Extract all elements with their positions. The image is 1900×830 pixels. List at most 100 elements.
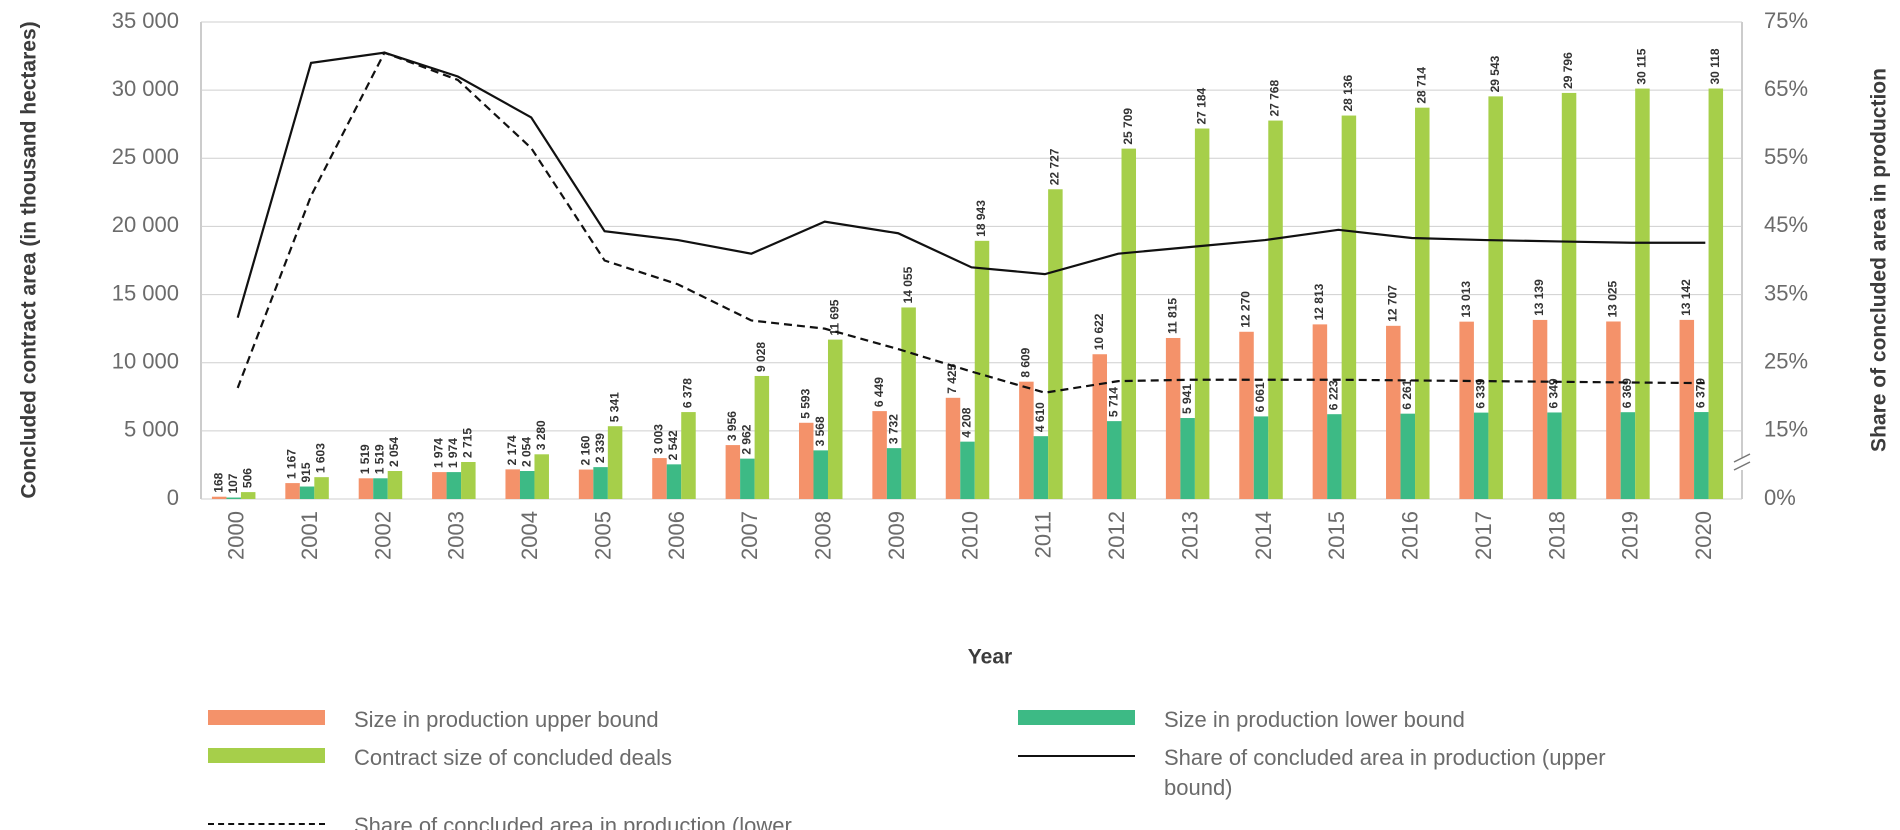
value-label: 10 622 bbox=[1092, 313, 1106, 350]
bar bbox=[1415, 107, 1430, 500]
value-label: 6 061 bbox=[1253, 382, 1267, 412]
value-label: 5 341 bbox=[607, 392, 621, 422]
value-label: 3 280 bbox=[534, 420, 548, 450]
value-label: 8 609 bbox=[1019, 347, 1033, 377]
value-label: 12 707 bbox=[1385, 285, 1399, 322]
x-tick-label: 2012 bbox=[1104, 511, 1129, 560]
bar bbox=[740, 458, 755, 499]
legend: Size in production upper bound Size in pr… bbox=[208, 705, 1718, 830]
legend-swatch bbox=[1018, 710, 1135, 725]
y-tick-label: 10 000 bbox=[112, 349, 179, 374]
x-tick-label: 2008 bbox=[811, 511, 836, 560]
bar bbox=[1488, 96, 1503, 499]
value-label: 2 160 bbox=[578, 435, 592, 465]
value-label: 11 695 bbox=[827, 299, 841, 335]
x-tick-label: 2000 bbox=[224, 511, 249, 560]
value-label: 1 519 bbox=[358, 444, 372, 474]
value-label: 3 003 bbox=[652, 424, 666, 454]
x-tick-label: 2017 bbox=[1471, 511, 1496, 560]
axis-break bbox=[1733, 453, 1751, 463]
y-axis-title: Concluded contract area (in thousand hec… bbox=[18, 21, 41, 498]
bar bbox=[813, 450, 828, 499]
bar bbox=[901, 307, 916, 499]
value-label: 6 449 bbox=[872, 377, 886, 407]
x-tick-label: 2011 bbox=[1031, 511, 1056, 558]
value-label: 30 118 bbox=[1708, 48, 1722, 84]
y2-tick-label: 65% bbox=[1764, 76, 1808, 101]
bar bbox=[960, 441, 975, 499]
legend-item: Share of concluded area in production (l… bbox=[208, 811, 1018, 830]
value-label: 5 593 bbox=[798, 388, 812, 418]
x-tick-label: 2014 bbox=[1251, 511, 1276, 560]
y-tick-label: 5 000 bbox=[124, 417, 179, 442]
bar bbox=[1400, 413, 1416, 499]
value-label: 28 714 bbox=[1414, 67, 1428, 104]
value-label: 6 379 bbox=[1693, 378, 1707, 408]
value-label: 1 167 bbox=[285, 449, 299, 479]
bar bbox=[1033, 436, 1049, 499]
legend-swatch bbox=[1018, 755, 1135, 757]
value-label: 27 184 bbox=[1194, 87, 1208, 124]
bar bbox=[1679, 319, 1695, 499]
value-label: 6 378 bbox=[681, 378, 695, 408]
bar bbox=[593, 467, 608, 499]
value-label: 28 136 bbox=[1341, 75, 1355, 112]
value-label: 107 bbox=[226, 473, 240, 493]
legend-item: Size in production lower bound bbox=[1018, 705, 1718, 735]
bar bbox=[827, 339, 843, 499]
value-label: 22 727 bbox=[1048, 148, 1062, 185]
value-label: 2 715 bbox=[461, 428, 475, 458]
value-label: 2 174 bbox=[505, 435, 519, 465]
value-label: 6 223 bbox=[1327, 380, 1341, 410]
value-label: 6 339 bbox=[1473, 378, 1487, 408]
value-label: 9 028 bbox=[754, 342, 768, 372]
bar bbox=[1019, 381, 1034, 499]
bar bbox=[211, 496, 227, 499]
bar bbox=[1107, 421, 1122, 499]
value-label: 13 142 bbox=[1679, 279, 1693, 316]
x-tick-label: 2015 bbox=[1324, 511, 1349, 560]
bar bbox=[1532, 319, 1548, 499]
bar bbox=[446, 472, 462, 499]
value-label: 6 369 bbox=[1620, 378, 1634, 408]
bar bbox=[285, 483, 300, 499]
bar bbox=[1547, 412, 1562, 499]
line bbox=[236, 51, 1706, 394]
bar bbox=[1620, 412, 1636, 499]
x-axis-title: Year bbox=[968, 646, 1012, 669]
bar bbox=[373, 478, 388, 499]
bar bbox=[1312, 324, 1328, 499]
value-label: 5 714 bbox=[1106, 387, 1120, 417]
y-tick-label: 20 000 bbox=[112, 212, 179, 237]
bar bbox=[872, 411, 887, 499]
bar bbox=[1048, 189, 1063, 499]
value-label: 2 542 bbox=[666, 430, 680, 460]
bar bbox=[534, 454, 549, 499]
bar bbox=[1606, 321, 1621, 499]
value-label: 2 054 bbox=[387, 437, 401, 467]
value-label: 13 139 bbox=[1532, 279, 1546, 316]
x-tick-label: 2010 bbox=[957, 511, 982, 560]
value-label: 4 610 bbox=[1033, 402, 1047, 432]
bar bbox=[1121, 148, 1137, 500]
legend-item: Size in production upper bound bbox=[208, 705, 1018, 735]
bar bbox=[1386, 325, 1401, 499]
value-label: 13 013 bbox=[1459, 281, 1473, 318]
bar bbox=[1253, 416, 1269, 499]
x-tick-label: 2016 bbox=[1398, 511, 1423, 560]
value-label: 12 813 bbox=[1312, 283, 1326, 320]
bar bbox=[1473, 412, 1489, 499]
axis-break bbox=[1733, 461, 1751, 471]
legend-item: Contract size of concluded deals bbox=[208, 743, 1018, 803]
bar bbox=[1459, 321, 1474, 499]
x-tick-label: 2002 bbox=[370, 511, 395, 560]
value-label: 3 732 bbox=[886, 414, 900, 444]
value-label: 11 815 bbox=[1165, 298, 1179, 334]
bar bbox=[505, 469, 520, 499]
bar bbox=[387, 471, 403, 499]
value-label: 30 115 bbox=[1635, 48, 1649, 84]
bar bbox=[1327, 414, 1342, 499]
value-label: 1 519 bbox=[373, 444, 387, 474]
bar bbox=[681, 412, 696, 499]
bar bbox=[754, 375, 770, 499]
